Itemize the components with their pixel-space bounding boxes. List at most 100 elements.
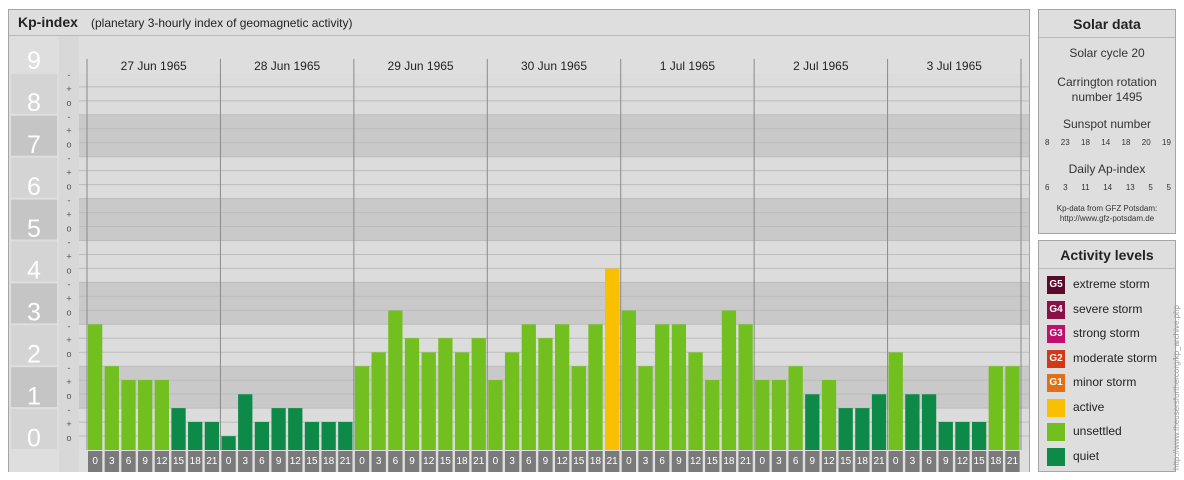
sub-tick-label: + bbox=[66, 126, 71, 136]
carrington-rotation-line2: number 1495 bbox=[1071, 90, 1143, 104]
kp-bar bbox=[638, 366, 653, 450]
interval-end-label: 21 bbox=[190, 471, 202, 472]
kp-index-panel: Kp-index (planetary 3-hourly index of ge… bbox=[8, 9, 1030, 472]
interval-cell bbox=[221, 451, 236, 472]
interval-cell bbox=[805, 451, 820, 472]
interval-cell bbox=[605, 451, 620, 472]
interval-end-label: 6 bbox=[509, 471, 515, 472]
interval-start-label: 9 bbox=[409, 456, 415, 467]
ap-index-values: 6 3 11 14 13 5 5 bbox=[1045, 183, 1171, 192]
interval-start-label: 6 bbox=[926, 456, 932, 467]
sub-tick-label: + bbox=[66, 84, 71, 94]
interval-start-label: 21 bbox=[607, 456, 619, 467]
interval-end-label: 24 bbox=[607, 471, 619, 472]
y-label-band bbox=[11, 283, 57, 324]
interval-end-label: 15 bbox=[823, 471, 835, 472]
interval-cell bbox=[188, 451, 203, 472]
interval-cell bbox=[638, 451, 653, 472]
interval-cell bbox=[254, 451, 270, 472]
interval-end-label: 9 bbox=[259, 471, 265, 472]
interval-end-label: 3 bbox=[893, 471, 899, 472]
interval-start-label: 15 bbox=[173, 456, 185, 467]
kp-bar bbox=[88, 324, 103, 450]
ap-value: 14 bbox=[1103, 183, 1113, 192]
band-background bbox=[79, 366, 1029, 409]
kp-bar bbox=[404, 338, 420, 450]
ap-value: 3 bbox=[1063, 183, 1068, 192]
y-label-band bbox=[11, 325, 57, 366]
interval-end-label: 21 bbox=[457, 471, 469, 472]
interval-end-label: 24 bbox=[740, 471, 752, 472]
interval-cell bbox=[521, 451, 536, 472]
kp-bar bbox=[571, 366, 586, 450]
interval-end-label: 18 bbox=[707, 471, 719, 472]
interval-cell bbox=[938, 451, 953, 472]
data-credit-link[interactable]: http://www.gfz-potsdam.de bbox=[1059, 214, 1155, 223]
solar-data-panel: Solar data Solar cycle 20 Carrington rot… bbox=[1038, 9, 1176, 234]
interval-end-label: 12 bbox=[940, 471, 952, 472]
kp-bar bbox=[755, 380, 770, 450]
kp-bar bbox=[288, 408, 303, 450]
day-label: 30 Jun 1965 bbox=[521, 59, 587, 73]
y-label-band bbox=[11, 409, 57, 449]
interval-start-label: 6 bbox=[793, 456, 799, 467]
y-tick-label: 5 bbox=[27, 215, 41, 243]
interval-end-label: 3 bbox=[493, 471, 499, 472]
sub-tick-label: + bbox=[66, 210, 71, 220]
interval-cell bbox=[154, 451, 169, 472]
interval-cell bbox=[454, 451, 470, 472]
interval-end-label: 18 bbox=[440, 471, 452, 472]
interval-start-label: 6 bbox=[526, 456, 532, 467]
sub-tick-label: o bbox=[66, 98, 71, 108]
kp-bar bbox=[121, 380, 136, 450]
interval-start-label: 12 bbox=[957, 456, 969, 467]
sunspot-value: 18 bbox=[1081, 138, 1090, 147]
kp-bar bbox=[788, 366, 803, 450]
legend-swatch: G4 bbox=[1047, 300, 1065, 319]
interval-start-label: 9 bbox=[543, 456, 549, 467]
band-background bbox=[79, 114, 1029, 157]
interval-cell bbox=[905, 451, 920, 472]
interval-end-label: 15 bbox=[423, 471, 435, 472]
sunspot-value: 19 bbox=[1162, 138, 1171, 147]
sub-tick-label: - bbox=[68, 321, 71, 331]
kp-bar bbox=[488, 380, 503, 450]
chart-header: Kp-index (planetary 3-hourly index of ge… bbox=[9, 10, 1029, 36]
legend-swatch bbox=[1047, 447, 1065, 466]
kp-bar bbox=[521, 324, 536, 450]
interval-end-label: 15 bbox=[557, 471, 569, 472]
day-label: 3 Jul 1965 bbox=[927, 59, 983, 73]
interval-end-label: 18 bbox=[306, 471, 318, 472]
interval-start-label: 12 bbox=[557, 456, 569, 467]
sunspot-value: 8 bbox=[1045, 138, 1050, 147]
kp-bar bbox=[905, 394, 920, 450]
kp-bar bbox=[454, 352, 470, 450]
interval-start-label: 9 bbox=[676, 456, 682, 467]
y-tick-label: 8 bbox=[27, 89, 41, 117]
interval-end-label: 3 bbox=[760, 471, 766, 472]
interval-start-label: 18 bbox=[990, 456, 1002, 467]
kp-bar bbox=[971, 421, 987, 450]
source-watermark[interactable]: http://www.theusersfurthercorg/kp_archiv… bbox=[1172, 305, 1181, 470]
interval-end-label: 15 bbox=[156, 471, 168, 472]
interval-start-label: 12 bbox=[290, 456, 302, 467]
kp-bar bbox=[538, 338, 553, 450]
chart-title: Kp-index bbox=[18, 14, 78, 30]
interval-end-label: 3 bbox=[92, 471, 98, 472]
kp-bar bbox=[254, 421, 270, 450]
interval-cell bbox=[588, 451, 603, 472]
y-tick-label: 9 bbox=[27, 47, 41, 75]
legend-label: severe storm bbox=[1073, 301, 1143, 316]
kp-bar bbox=[705, 380, 720, 450]
interval-end-label: 9 bbox=[526, 471, 532, 472]
interval-start-label: 18 bbox=[190, 456, 202, 467]
interval-cell bbox=[738, 451, 753, 472]
interval-end-label: 3 bbox=[626, 471, 632, 472]
interval-end-label: 15 bbox=[957, 471, 969, 472]
interval-end-label: 9 bbox=[126, 471, 132, 472]
kp-bar bbox=[605, 268, 620, 450]
interval-start-label: 12 bbox=[823, 456, 835, 467]
interval-start-label: 6 bbox=[659, 456, 665, 467]
interval-cell bbox=[821, 451, 837, 472]
sub-tick-label: o bbox=[66, 265, 71, 275]
